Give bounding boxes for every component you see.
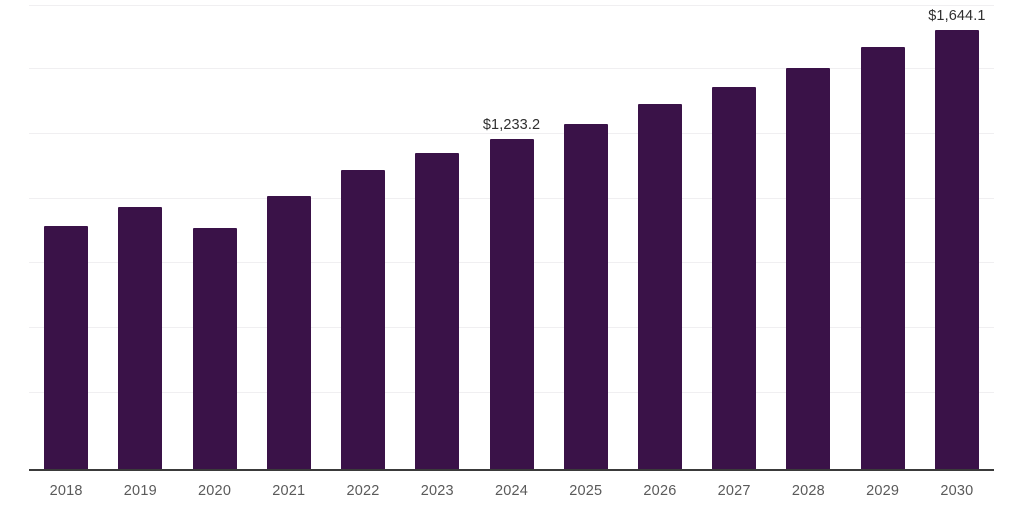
x-axis-tick-label-2026: 2026: [643, 483, 677, 499]
bar-group[interactable]: [637, 104, 682, 469]
bar[interactable]: [118, 207, 163, 469]
x-axis-tick-label-2018: 2018: [49, 483, 83, 499]
x-axis-tick-label-2020: 2020: [198, 483, 232, 499]
x-axis-tick-label-2019: 2019: [123, 483, 157, 499]
bar-group[interactable]: [44, 226, 89, 469]
x-axis-tick-label-2027: 2027: [717, 483, 751, 499]
bar[interactable]: [712, 87, 757, 469]
x-axis-tick-label-2021: 2021: [272, 483, 306, 499]
bar[interactable]: [192, 227, 237, 469]
plot-area: $1,233.2 $1,644.1: [44, 8, 985, 469]
bar-group[interactable]: $1,644.1: [928, 8, 985, 469]
bar[interactable]: [415, 153, 460, 469]
x-axis-tick-labels: 2018 2019 2020 2021 2022 2023 2024 2025 2026 2027…: [0, 469, 1024, 512]
bar-group[interactable]: [192, 227, 237, 469]
x-axis-tick-label-2028: 2028: [791, 483, 825, 499]
bar-group[interactable]: [266, 196, 311, 469]
bar-group[interactable]: [118, 207, 163, 469]
x-axis-tick-label-2029: 2029: [866, 483, 900, 499]
bar[interactable]: [934, 29, 979, 469]
x-axis-tick-label-2023: 2023: [420, 483, 454, 499]
bar[interactable]: [341, 170, 386, 469]
bar[interactable]: [44, 226, 89, 469]
x-axis-tick-label-2022: 2022: [346, 483, 380, 499]
bar-group[interactable]: [341, 170, 386, 469]
bar-group[interactable]: [415, 153, 460, 469]
bar-group[interactable]: [860, 47, 905, 469]
bar[interactable]: [637, 104, 682, 469]
bar-value-label: $1,233.2: [482, 117, 541, 134]
bar[interactable]: [489, 139, 534, 469]
bar-group[interactable]: [786, 68, 831, 469]
x-axis-line: [29, 469, 994, 471]
x-axis-tick-label-2024: 2024: [494, 483, 529, 499]
bar-value-label: $1,644.1: [928, 7, 986, 24]
bar-group[interactable]: [712, 87, 757, 469]
x-axis-tick-label-2030: 2030: [940, 483, 974, 499]
bar-group[interactable]: $1,233.2: [483, 117, 540, 469]
bar-group[interactable]: [563, 124, 608, 469]
bar[interactable]: [563, 124, 608, 469]
bar[interactable]: [860, 47, 905, 469]
bar[interactable]: [266, 196, 311, 469]
bar[interactable]: [786, 68, 831, 469]
x-axis-tick-label-2025: 2025: [569, 483, 603, 499]
